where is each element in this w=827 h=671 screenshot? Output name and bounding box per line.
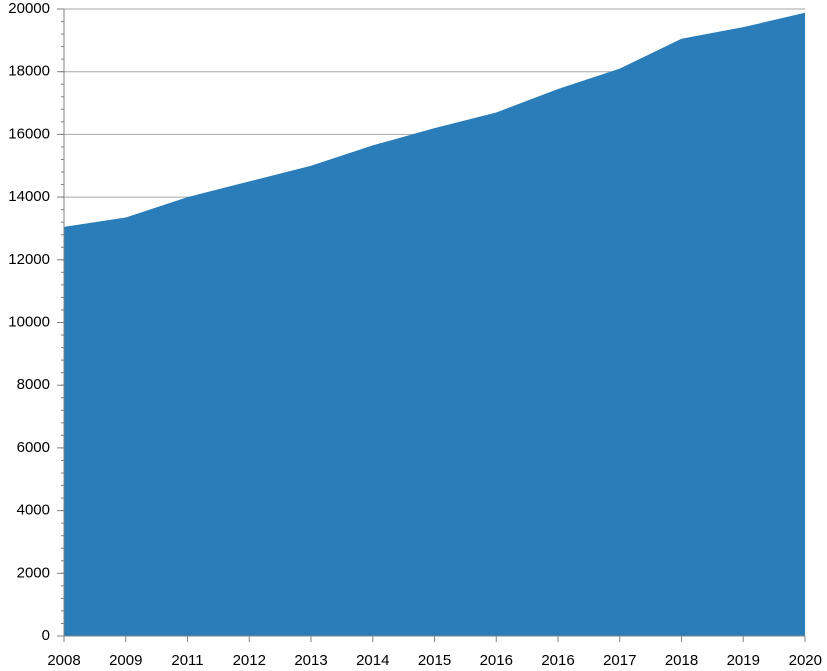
- x-tick-label-2017: 2017: [603, 652, 636, 669]
- axes: [57, 8, 806, 642]
- y-tick-label-8000: 8000: [17, 376, 50, 393]
- y-tick-label-12000: 12000: [8, 251, 50, 268]
- y-tick-label-4000: 4000: [17, 502, 50, 519]
- y-tick-label-0: 0: [42, 627, 50, 644]
- x-tick-label-2019: 2019: [727, 652, 760, 669]
- x-tick-label-2014: 2014: [356, 652, 389, 669]
- plot-area: [64, 12, 805, 636]
- x-tick-label-2015: 2015: [418, 652, 451, 669]
- y-tick-label-18000: 18000: [8, 63, 50, 80]
- y-tick-label-6000: 6000: [17, 439, 50, 456]
- x-tick-label-2016: 2016: [541, 652, 574, 669]
- y-tick-label-16000: 16000: [8, 125, 50, 142]
- x-tick-label-2020: 2020: [789, 652, 822, 669]
- y-tick-label-20000: 20000: [8, 0, 50, 17]
- x-tick-label-2009: 2009: [109, 652, 142, 669]
- x-tick-label-2011: 2011: [171, 652, 203, 669]
- y-tick-label-2000: 2000: [17, 564, 50, 581]
- x-tick-label-2013: 2013: [294, 652, 327, 669]
- y-tick-label-10000: 10000: [8, 313, 50, 330]
- x-axis-tick-labels: 2008 2009 2011 2012 2013 2014 2015 2016 2016 2017…: [47, 652, 822, 669]
- x-tick-label-2008: 2008: [47, 652, 80, 669]
- y-axis-tick-labels: 0 2000 4000 6000 8000 10000 12000 14000 16000 180…: [8, 0, 50, 644]
- area-series: [64, 12, 805, 636]
- x-tick-label-2012: 2012: [233, 652, 266, 669]
- x-tick-label-2018: 2018: [665, 652, 698, 669]
- x-tick-label-2016: 2016: [480, 652, 513, 669]
- y-tick-label-14000: 14000: [8, 188, 50, 205]
